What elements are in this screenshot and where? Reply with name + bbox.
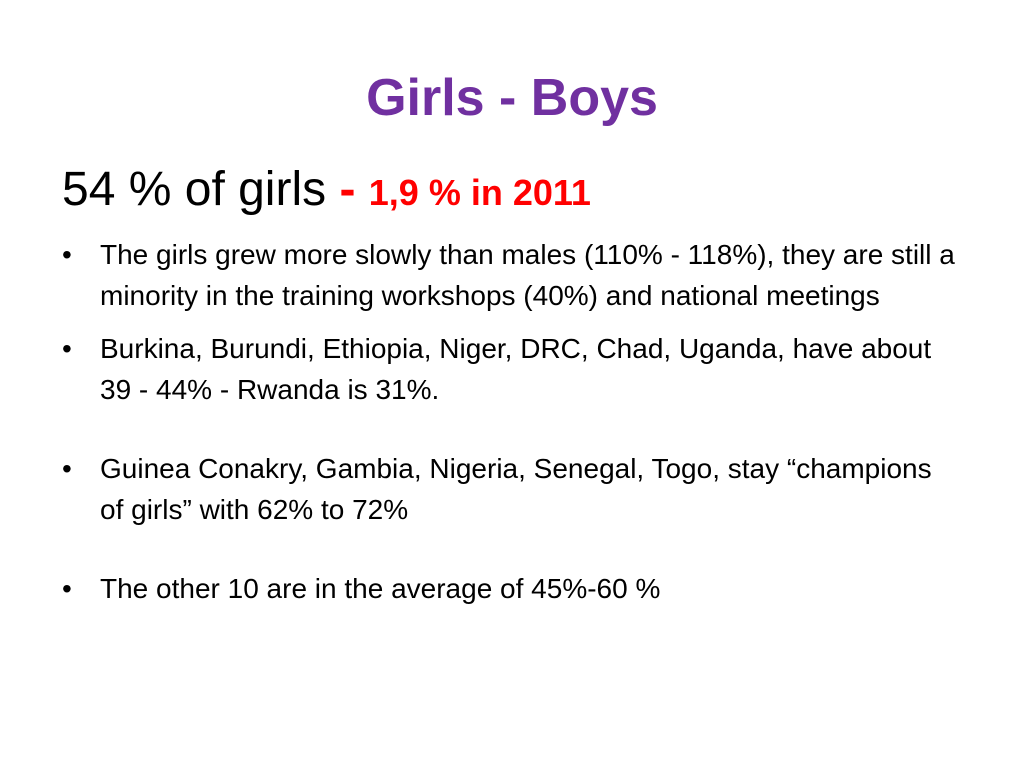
bullet-marker: • [62, 239, 72, 270]
headline-lead: 54 % of girls [62, 163, 340, 216]
bullet-marker: • [62, 453, 72, 484]
bullet-item: • Guinea Conakry, Gambia, Nigeria, Seneg… [62, 448, 962, 530]
bullet-item: • Burkina, Burundi, Ethiopia, Niger, DRC… [62, 328, 962, 410]
bullet-text: The girls grew more slowly than males (1… [100, 239, 955, 311]
bullet-list: • The girls grew more slowly than males … [62, 234, 962, 609]
bullet-text: Burkina, Burundi, Ethiopia, Niger, DRC, … [100, 333, 932, 405]
headline-stat: 1,9 % in 2011 [368, 172, 591, 213]
headline-dash: - [339, 163, 369, 216]
headline-accent: - 1,9 % in 2011 [339, 163, 590, 216]
slide-title: Girls - Boys [366, 69, 658, 127]
headline: 54 % of girls - 1,9 % in 2011 [62, 156, 591, 227]
bullet-item: • The other 10 are in the average of 45%… [62, 568, 962, 609]
bullet-item: • The girls grew more slowly than males … [62, 234, 962, 316]
bullet-text: Guinea Conakry, Gambia, Nigeria, Senegal… [100, 453, 932, 525]
bullet-marker: • [62, 333, 72, 364]
bullet-text: The other 10 are in the average of 45%-6… [100, 573, 661, 604]
bullet-marker: • [62, 573, 72, 604]
